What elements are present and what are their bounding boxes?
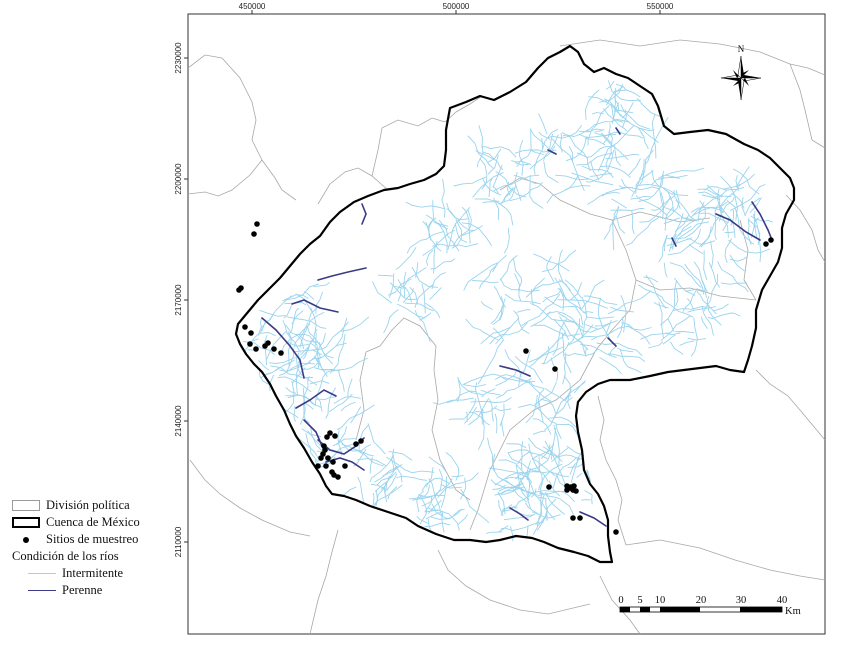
sampling-site bbox=[342, 463, 348, 469]
sampling-site bbox=[353, 441, 359, 447]
legend-perenne-label: Perenne bbox=[62, 583, 103, 598]
legend-division: División política bbox=[12, 497, 140, 514]
sampling-site bbox=[323, 463, 329, 469]
sampling-site bbox=[763, 241, 769, 247]
sampling-site bbox=[330, 459, 336, 465]
y-tick-label: 2170000 bbox=[174, 284, 183, 316]
scale-label-10: 10 bbox=[655, 595, 666, 606]
legend-condicion-label: Condición de los ríos bbox=[12, 549, 119, 564]
scale-label-30: 30 bbox=[736, 595, 747, 606]
scale-label-0: 0 bbox=[618, 595, 623, 606]
x-axis-ticks: 450000 500000 550000 bbox=[239, 2, 674, 14]
site-dot-icon bbox=[12, 536, 40, 543]
sampling-site bbox=[329, 469, 335, 475]
cuenca-swatch bbox=[12, 517, 40, 528]
sampling-site bbox=[248, 330, 254, 336]
sampling-site bbox=[552, 366, 558, 372]
legend-condicion: Condición de los ríos bbox=[12, 548, 140, 565]
y-tick-label: 2110000 bbox=[174, 526, 183, 557]
perenne-swatch bbox=[28, 590, 56, 591]
sampling-site bbox=[335, 474, 341, 480]
scale-unit: Km bbox=[785, 606, 801, 617]
sampling-site bbox=[613, 529, 619, 535]
legend-intermitente-label: Intermitente bbox=[62, 566, 124, 581]
legend-division-label: División política bbox=[46, 498, 130, 513]
x-tick-label: 500000 bbox=[443, 2, 470, 11]
sampling-site bbox=[315, 463, 321, 469]
political-division-lines bbox=[188, 39, 825, 634]
map-frame bbox=[187, 13, 826, 635]
sampling-site bbox=[242, 324, 248, 330]
sampling-site bbox=[564, 487, 570, 493]
sampling-site bbox=[236, 287, 242, 293]
legend-sitios-label: Sitios de muestreo bbox=[46, 532, 139, 547]
y-tick-label: 2140000 bbox=[174, 405, 183, 437]
map-legend: División política Cuenca de México Sitio… bbox=[12, 497, 140, 599]
sampling-site bbox=[271, 346, 277, 352]
legend-cuenca: Cuenca de México bbox=[12, 514, 140, 531]
legend-intermitente: Intermitente bbox=[12, 565, 140, 582]
sampling-site bbox=[332, 433, 338, 439]
scale-label-20: 20 bbox=[696, 595, 707, 606]
sampling-site bbox=[568, 484, 574, 490]
division-swatch bbox=[12, 500, 40, 511]
legend-cuenca-label: Cuenca de México bbox=[46, 515, 140, 530]
scale-label-5: 5 bbox=[637, 595, 642, 606]
x-tick-label: 450000 bbox=[239, 2, 266, 11]
sampling-site bbox=[523, 348, 529, 354]
intermitente-swatch bbox=[28, 573, 56, 574]
sampling-site bbox=[325, 455, 331, 461]
scale-label-40: 40 bbox=[777, 595, 788, 606]
sampling-site bbox=[573, 488, 579, 494]
legend-perenne: Perenne bbox=[12, 582, 140, 599]
sampling-site bbox=[546, 484, 552, 490]
y-tick-label: 2230000 bbox=[174, 42, 183, 74]
north-label: N bbox=[738, 44, 745, 54]
sampling-site bbox=[577, 515, 583, 521]
sampling-site bbox=[251, 231, 257, 237]
north-arrow-icon bbox=[720, 55, 762, 101]
sampling-site bbox=[247, 341, 253, 347]
sampling-site bbox=[318, 455, 324, 461]
sampling-site bbox=[324, 434, 330, 440]
sampling-site bbox=[570, 515, 576, 521]
legend-sitios: Sitios de muestreo bbox=[12, 531, 140, 548]
sampling-sites bbox=[236, 221, 774, 535]
x-tick-label: 550000 bbox=[647, 2, 674, 11]
scale-bar: 0 5 10 20 30 40 Km bbox=[618, 595, 800, 617]
sampling-site bbox=[768, 237, 774, 243]
y-axis-ticks: 2230000 2200000 2170000 2140000 2110000 bbox=[174, 42, 188, 557]
sampling-site bbox=[278, 350, 284, 356]
cuenca-de-mexico-boundary bbox=[234, 44, 796, 564]
sampling-site bbox=[265, 340, 271, 346]
sampling-site bbox=[253, 346, 259, 352]
sampling-site bbox=[358, 438, 364, 444]
sampling-site bbox=[327, 430, 333, 436]
y-tick-label: 2200000 bbox=[174, 163, 183, 195]
sampling-site bbox=[254, 221, 260, 227]
